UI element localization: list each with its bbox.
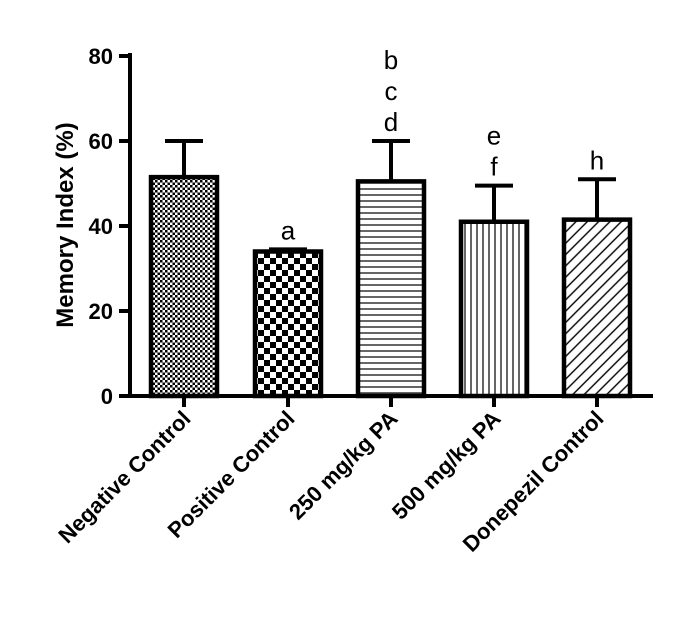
bar-3 [355, 179, 427, 399]
y-axis-title: Memory Index (%) [52, 122, 79, 327]
x-ticks [182, 396, 599, 407]
y-tick-label: 0 [101, 384, 113, 409]
significance-label: b [384, 45, 398, 75]
bar-4 [458, 219, 530, 399]
significance-labels: a bcd ef h [281, 45, 604, 245]
significance-label: d [384, 107, 398, 137]
y-tick-label: 60 [89, 129, 113, 154]
x-tick-label: 250 mg/kg PA [284, 406, 403, 525]
bar-1 [148, 174, 220, 399]
y-tick-label: 80 [89, 44, 113, 69]
significance-label: c [385, 76, 398, 106]
significance-label: h [590, 145, 604, 175]
x-tick-label: 500 mg/kg PA [387, 406, 506, 525]
y-tick-label: 40 [89, 214, 113, 239]
bar-2 [252, 249, 324, 399]
y-tick-label: 20 [89, 299, 113, 324]
bar-5 [561, 217, 633, 399]
significance-label: f [490, 152, 498, 182]
significance-label: e [487, 121, 501, 151]
bars [148, 174, 633, 399]
y-ticks: 0 20 40 60 80 [89, 44, 130, 409]
significance-label: a [281, 215, 296, 245]
